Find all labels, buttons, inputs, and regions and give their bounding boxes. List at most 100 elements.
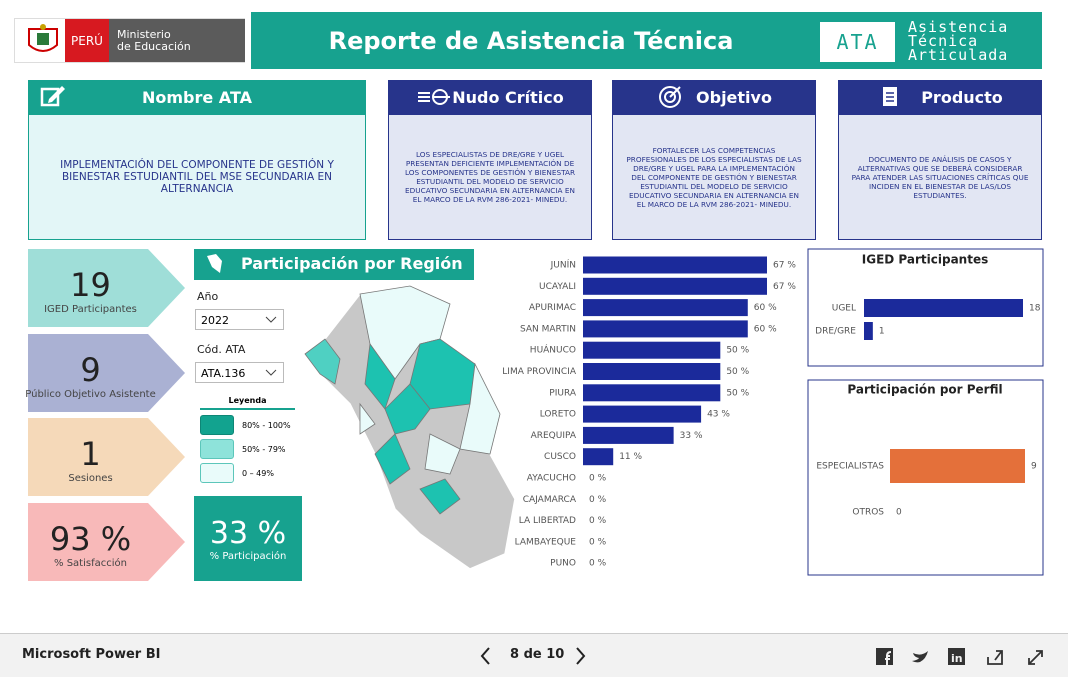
- coat-of-arms: [28, 24, 58, 52]
- card-body: FORTALECER LAS COMPETENCIAS PROFESIONALE…: [612, 114, 816, 240]
- country-label: PERÚ: [65, 19, 109, 62]
- card-header: Producto: [838, 80, 1042, 114]
- legend-swatch: [200, 463, 234, 483]
- card-header: Objetivo: [612, 80, 816, 114]
- participation-value: 33 %: [209, 515, 287, 551]
- share-icons[interactable]: in: [876, 647, 1046, 667]
- icon-target: [659, 86, 682, 108]
- category-label: AREQUIPA: [531, 431, 577, 441]
- legend-title: Leyenda: [200, 396, 295, 410]
- next-button[interactable]: [572, 646, 588, 666]
- data-label: 50 %: [726, 388, 749, 398]
- data-label: 0 %: [589, 537, 607, 547]
- kpi-value: 93 %: [49, 519, 132, 558]
- category-label: LIMA PROVINCIA: [502, 367, 577, 377]
- logo-line: Técnica: [908, 32, 979, 50]
- peru-map: [303, 285, 516, 570]
- bar: [583, 299, 748, 317]
- category-label: LAMBAYEQUE: [515, 537, 577, 547]
- svg-text:in: in: [951, 652, 963, 665]
- category-label: JUNÍN: [550, 259, 576, 271]
- card-body: IMPLEMENTACIÓN DEL COMPONENTE DE GESTIÓN…: [28, 114, 366, 240]
- card-title: Producto: [921, 87, 1003, 107]
- category-label: PUNO: [550, 559, 576, 569]
- kpi-label: Sesiones: [68, 472, 113, 484]
- data-label: 0 %: [589, 474, 607, 484]
- bar: [583, 426, 674, 444]
- bar: [583, 320, 748, 338]
- bar: [864, 299, 1023, 317]
- data-label: 0: [896, 508, 902, 518]
- chart-frame: [807, 248, 1044, 367]
- card-body: LOS ESPECIALISTAS DE DRE/GRE Y UGEL PRES…: [388, 114, 592, 240]
- icon-edit: [40, 86, 65, 107]
- kpi-value: 1: [80, 434, 101, 473]
- icon-document: [883, 87, 898, 106]
- logo-abbr: ATA: [820, 22, 895, 62]
- chevron: [265, 316, 277, 323]
- ministry-line: de Educación: [117, 40, 191, 53]
- card-title: Objetivo: [696, 87, 772, 107]
- category-label: ESPECIALISTAS: [816, 462, 884, 472]
- data-label: 50 %: [726, 346, 749, 356]
- chart-title: Participación por Perfil: [847, 383, 1002, 397]
- kpi-value: 9: [80, 350, 101, 389]
- report-title: Reporte de Asistencia Técnica: [328, 26, 734, 55]
- map-title: Participación por Región: [194, 249, 474, 280]
- filter-label: Cód. ATA: [197, 343, 246, 356]
- data-label: 0 %: [589, 495, 607, 505]
- legend-swatch: [200, 439, 234, 459]
- ministry-line: Ministerio: [117, 28, 171, 41]
- category-label: SAN MARTIN: [520, 324, 576, 334]
- title-banner: Reporte de Asistencia Técnica ATA Asiste…: [251, 12, 1042, 69]
- brand[interactable]: Microsoft Power BI: [22, 647, 161, 662]
- icon-map: [207, 254, 222, 273]
- kpi-label: IGED Participantes: [44, 303, 137, 315]
- participation-label: % Participación: [209, 550, 287, 562]
- page-indicator: 8 de 10: [510, 647, 565, 662]
- data-label: 33 %: [680, 431, 703, 441]
- category-label: AYACUCHO: [527, 474, 576, 484]
- category-label: CUSCO: [544, 452, 576, 462]
- data-label: 50 %: [726, 367, 749, 377]
- bar: [583, 341, 721, 359]
- data-label: 18: [1029, 304, 1041, 314]
- kpi: 19 IGED Participantes: [28, 255, 153, 325]
- legend-item: 0 – 49%: [242, 469, 274, 478]
- dropdown[interactable]: ATA.136: [195, 362, 284, 383]
- category-label: LORETO: [540, 410, 576, 420]
- bar: [583, 363, 721, 380]
- data-label: 60 %: [754, 324, 777, 334]
- bar: [583, 277, 767, 295]
- kpi-label: Público Objetivo Asistente: [25, 388, 156, 400]
- category-label: APURIMAC: [529, 303, 576, 313]
- bar: [583, 405, 702, 423]
- dropdown-value: 2022: [201, 314, 229, 327]
- charts: IGED Participantes Participación por Per…: [502, 248, 1044, 576]
- legend-swatch: [200, 415, 234, 435]
- icon-node: [418, 89, 451, 105]
- category-label: PIURA: [549, 388, 577, 398]
- card-title: Nombre ATA: [141, 87, 252, 107]
- kpi: 1 Sesiones: [28, 424, 153, 494]
- card-title: Nudo Crítico: [452, 87, 564, 107]
- chevron: [265, 369, 277, 376]
- dropdown[interactable]: 2022: [195, 309, 284, 330]
- bar: [864, 322, 873, 340]
- category-label: UCAYALI: [539, 282, 576, 292]
- bar: [583, 384, 721, 402]
- bar: [583, 256, 767, 274]
- logo-line: Articulada: [908, 46, 1009, 64]
- kpi-label: % Satisfacción: [54, 557, 127, 569]
- category-label: DRE/GRE: [815, 327, 856, 337]
- legend-item: 80% - 100%: [242, 421, 291, 430]
- category-label: LA LIBERTAD: [519, 516, 576, 526]
- kpi-shapes: [28, 249, 185, 581]
- prev-button[interactable]: [478, 646, 494, 666]
- card-header: Nudo Crítico: [388, 80, 592, 114]
- chart-frame: [807, 379, 1044, 576]
- chart-title: IGED Participantes: [862, 253, 988, 267]
- category-label: CAJAMARCA: [523, 495, 577, 505]
- category-label: HUÁNUCO: [530, 344, 576, 356]
